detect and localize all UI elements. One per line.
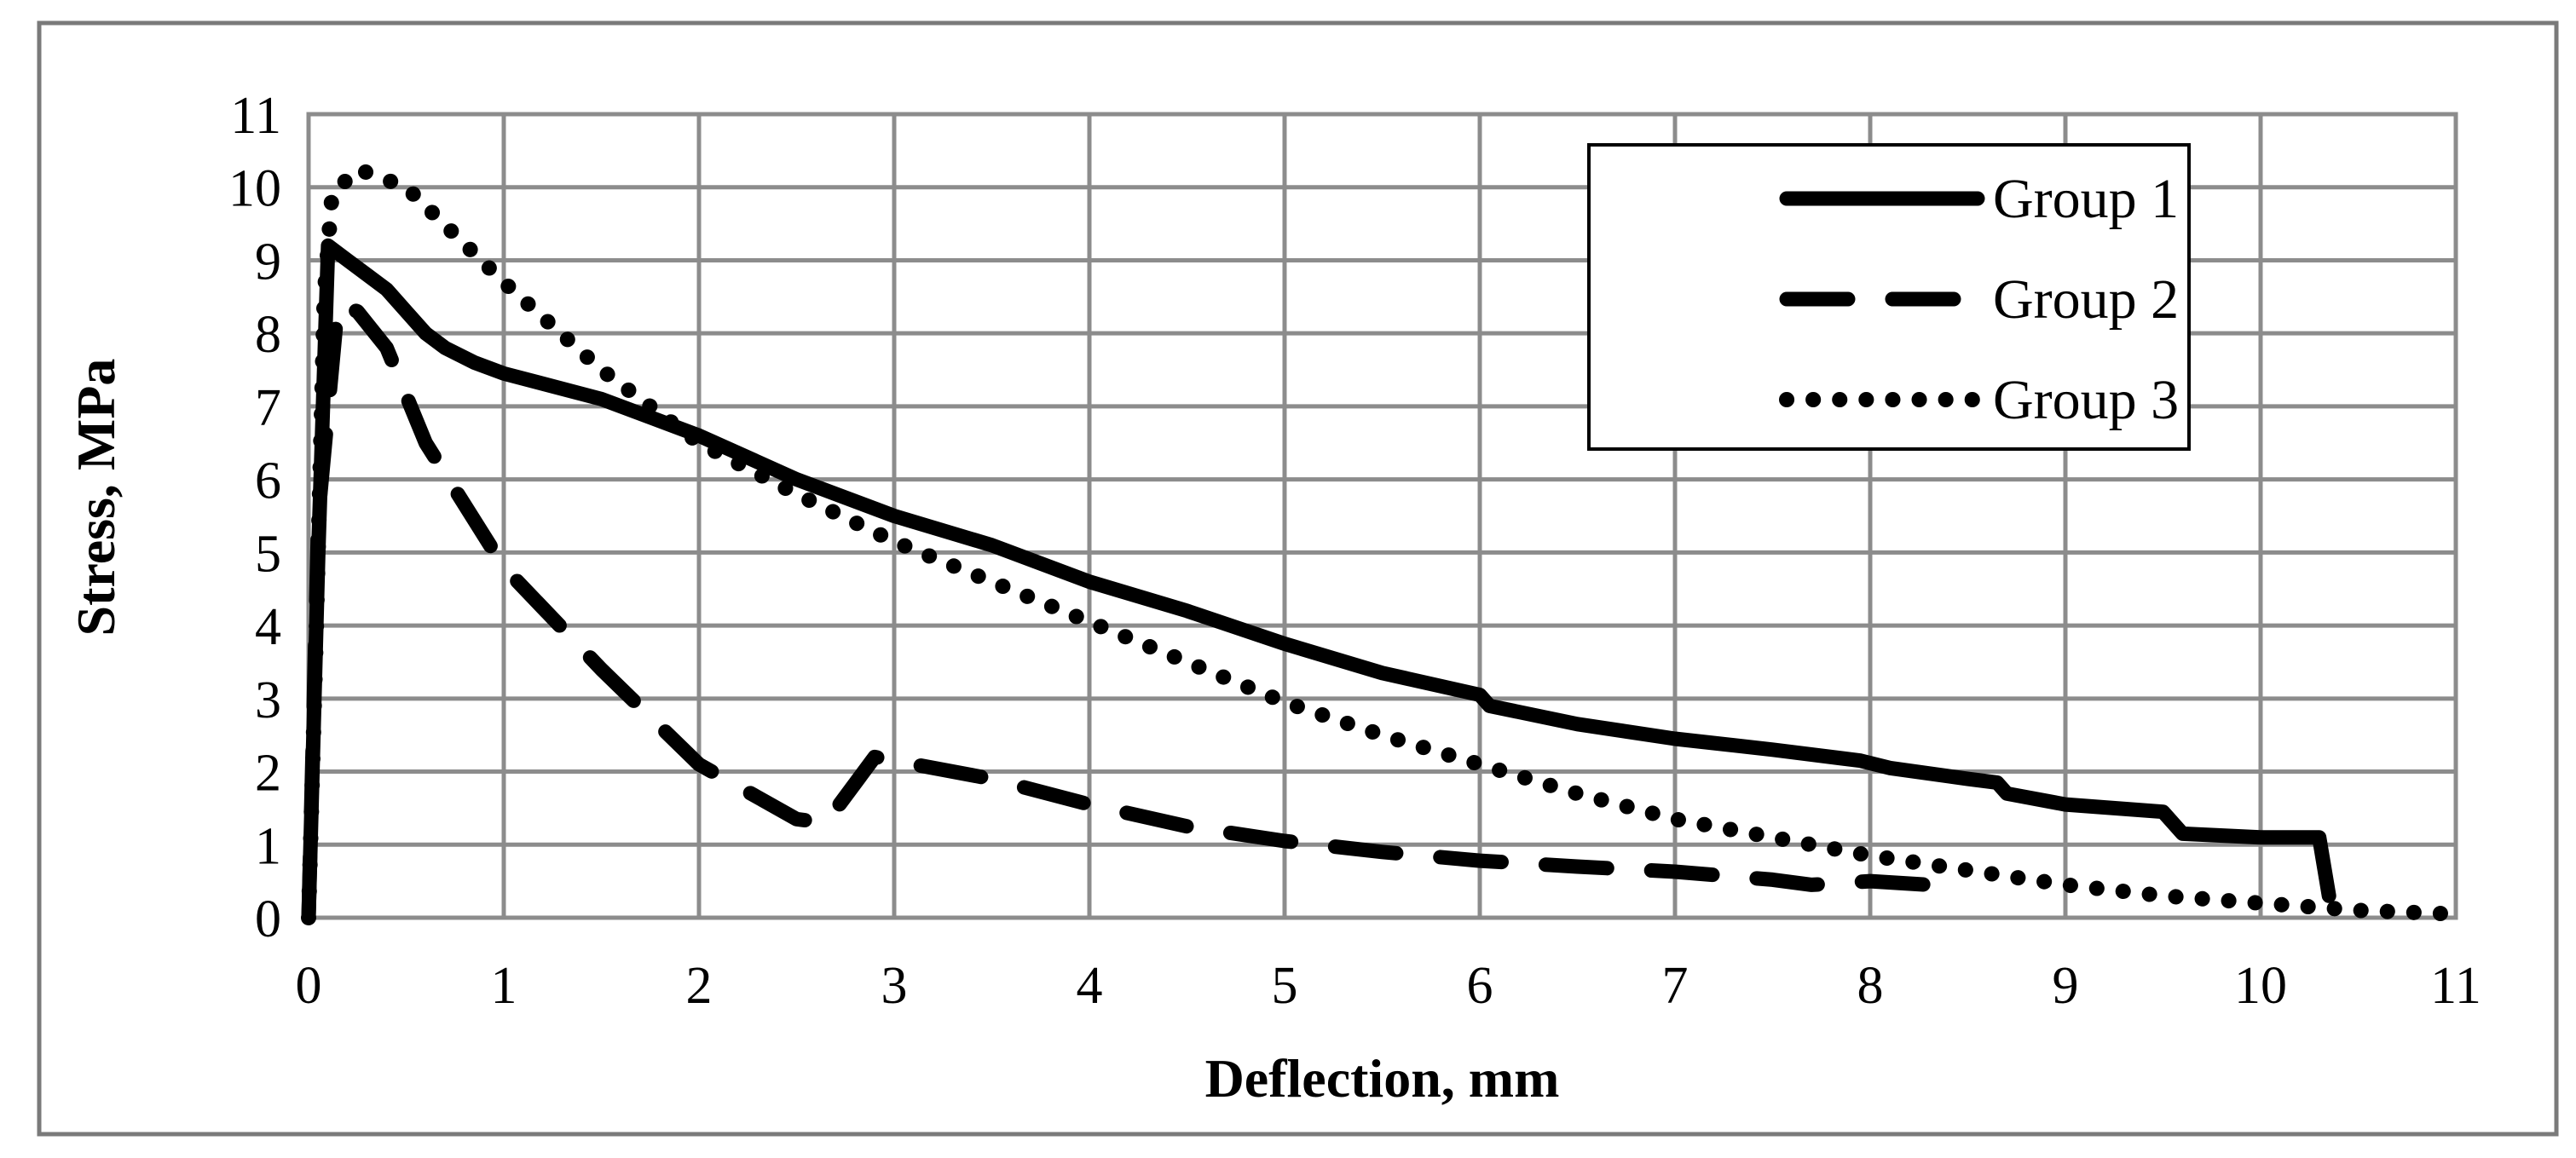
x-tick-label: 4 (1077, 957, 1103, 1015)
x-tick-label: 2 (686, 957, 713, 1015)
y-tick-label: 2 (255, 745, 281, 803)
x-tick-label: 3 (881, 957, 908, 1015)
series-lines (301, 161, 2463, 925)
plot-area-border (306, 112, 2458, 920)
x-tick-label: 7 (1662, 957, 1689, 1015)
x-tick-label: 0 (296, 957, 322, 1015)
y-tick-label: 11 (230, 87, 281, 145)
y-tick-label: 3 (255, 671, 281, 729)
legend: Group 1 Group 2 Group 3 (1587, 143, 2191, 451)
y-tick-label: 1 (255, 817, 281, 875)
x-tick-label: 11 (2430, 957, 2481, 1015)
legend-label-group-1: Group 1 (1993, 168, 2179, 230)
series-line-group-2 (301, 297, 1937, 925)
x-tick-label: 8 (1857, 957, 1884, 1015)
y-tick-label: 0 (255, 890, 281, 948)
x-tick-label: 10 (2234, 957, 2287, 1015)
y-tick-label: 10 (228, 160, 281, 218)
y-tick-labels: 0 1 2 3 4 5 6 7 8 9 10 11 (228, 87, 281, 948)
y-axis-title: Stress, MPa (66, 359, 126, 637)
legend-label-group-2: Group 2 (1993, 268, 2179, 331)
y-tick-label: 6 (255, 452, 281, 510)
y-tick-label: 9 (255, 233, 281, 291)
y-tick-label: 7 (255, 379, 281, 437)
y-tick-label: 5 (255, 525, 281, 583)
x-tick-labels: 0 1 2 3 4 5 6 7 8 9 10 11 (296, 957, 2481, 1015)
y-tick-label: 4 (255, 598, 281, 656)
x-tick-label: 9 (2053, 957, 2079, 1015)
x-tick-label: 6 (1467, 957, 1493, 1015)
x-tick-label: 5 (1272, 957, 1298, 1015)
x-axis-title: Deflection, mm (1205, 1048, 1560, 1109)
series-line-group-1 (301, 238, 2336, 925)
legend-label-group-3: Group 3 (1993, 369, 2179, 431)
x-tick-label: 1 (491, 957, 517, 1015)
y-tick-label: 8 (255, 306, 281, 364)
